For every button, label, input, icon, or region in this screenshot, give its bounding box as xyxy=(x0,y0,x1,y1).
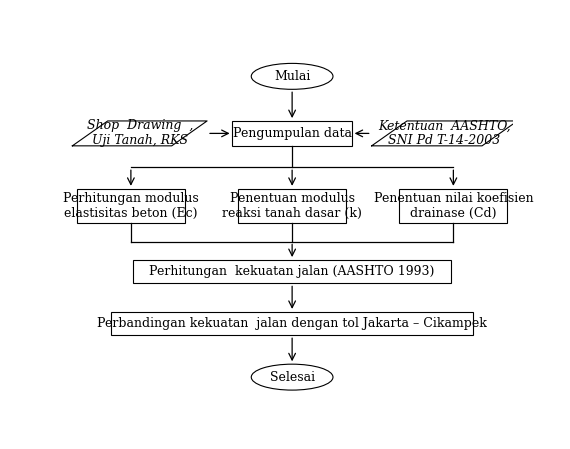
Polygon shape xyxy=(372,121,518,146)
Bar xyxy=(233,121,352,146)
Bar xyxy=(77,189,185,223)
Text: Penentuan modulus
reaksi tanah dasar (k): Penentuan modulus reaksi tanah dasar (k) xyxy=(222,192,362,220)
Text: Penentuan nilai koefisien
drainase (Cd): Penentuan nilai koefisien drainase (Cd) xyxy=(373,192,533,220)
Text: Ketentuan  AASHTO,
SNI Pd T-14-2003: Ketentuan AASHTO, SNI Pd T-14-2003 xyxy=(378,119,511,147)
Ellipse shape xyxy=(251,364,333,390)
Text: Perhitungan modulus
elastisitas beton (Ec): Perhitungan modulus elastisitas beton (E… xyxy=(63,192,199,220)
Bar xyxy=(238,189,346,223)
Text: Pengumpulan data: Pengumpulan data xyxy=(233,127,352,140)
Text: Mulai: Mulai xyxy=(274,70,310,83)
Text: Shop  Drawing  ,
Uji Tanah, RKS: Shop Drawing , Uji Tanah, RKS xyxy=(87,119,193,147)
Bar xyxy=(111,312,473,335)
Text: Selesai: Selesai xyxy=(270,370,315,383)
Ellipse shape xyxy=(251,63,333,89)
Text: Perhitungan  kekuatan jalan (AASHTO 1993): Perhitungan kekuatan jalan (AASHTO 1993) xyxy=(149,265,435,278)
Bar xyxy=(133,260,451,283)
Text: Perbandingan kekuatan  jalan dengan tol Jakarta – Cikampek: Perbandingan kekuatan jalan dengan tol J… xyxy=(97,317,487,330)
Bar xyxy=(399,189,507,223)
Polygon shape xyxy=(72,121,207,146)
